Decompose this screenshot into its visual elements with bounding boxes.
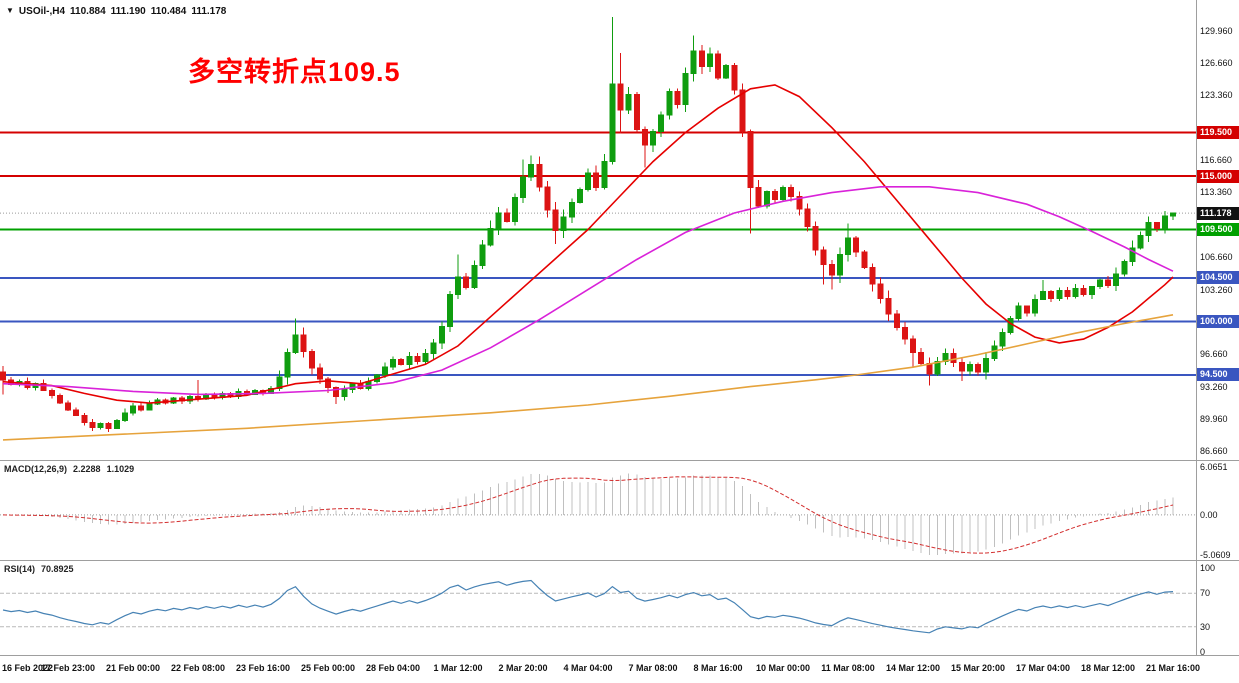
time-axis-label: 8 Mar 16:00 — [693, 663, 743, 673]
price-axis-label: 126.660 — [1200, 58, 1233, 68]
price-axis-label: 116.660 — [1200, 155, 1232, 165]
macd-axis-label: -5.0609 — [1200, 549, 1231, 560]
pane-separator-macd[interactable] — [0, 460, 1239, 461]
time-axis-label: 17 Mar 04:00 — [1015, 663, 1071, 673]
rsi-axis-label: 70 — [1200, 588, 1211, 599]
time-axis-label: 11 Mar 08:00 — [821, 663, 875, 673]
time-axis-label: 18 Mar 12:00 — [1080, 663, 1136, 673]
ohlc-open-value: 110.884 — [70, 6, 106, 17]
price-axis-label: 113.360 — [1200, 187, 1232, 198]
time-axis-label: 17 Feb 23:00 — [40, 663, 96, 673]
price-tag-115.000: 115.000 — [1197, 169, 1239, 183]
ohlc-high-value: 111.190 — [110, 6, 146, 17]
rsi-line — [2, 579, 1174, 634]
price-annotation[interactable]: 多空转折点109.5 — [188, 57, 401, 87]
macd-label: MACD(12,26,9) — [4, 464, 68, 474]
ma-fast-red — [2, 84, 1174, 404]
price-axis-label: 93.260 — [1200, 381, 1228, 392]
macd-signal-line — [2, 476, 1174, 554]
time-axis-label: 4 Mar 04:00 — [563, 663, 613, 673]
time-axis-label: 16 Feb 2022 — [2, 663, 54, 673]
ma-mid-magenta — [2, 186, 1174, 396]
macd-axis-label: 6.0651 — [1200, 462, 1228, 472]
macd-indicator-header: MACD(12,26,9) 2.2288 1.1029 — [4, 464, 140, 474]
time-axis-label: 28 Feb 04:00 — [365, 663, 421, 673]
ma-slow-orange — [2, 314, 1174, 441]
symbol-dropdown-icon[interactable]: ▼ — [6, 6, 14, 15]
price-tag-94.500: 94.500 — [1197, 368, 1239, 382]
price-scale[interactable]: 129.960 126.660 123.360 116.660 113.360 106.6… — [1197, 0, 1239, 657]
rsi-indicator-header: RSI(14) 70.8925 — [4, 564, 80, 574]
rsi-axis-label: 100 — [1200, 563, 1216, 573]
ohlc-low-value: 110.484 — [150, 6, 187, 17]
time-axis-label: 22 Feb 08:00 — [170, 663, 226, 673]
price-axis-label: 106.660 — [1200, 252, 1233, 262]
price-tag-100.000: 100.000 — [1197, 315, 1239, 329]
macd-main-value: 2.2288 — [73, 464, 101, 474]
price-axis-label: 86.660 — [1200, 446, 1228, 456]
macd-histogram — [10, 473, 1174, 555]
candles — [0, 17, 1176, 433]
time-axis-label: 23 Feb 16:00 — [235, 663, 291, 673]
time-axis[interactable]: 16 Feb 2022 17 Feb 23:00 21 Feb 00:00 22 Fe… — [0, 656, 1239, 683]
time-axis-label: 1 Mar 12:00 — [433, 663, 483, 673]
time-axis-label: 25 Feb 00:00 — [300, 663, 356, 673]
chart-ohlc-header: ▼ USOil-,H4 110.884 111.190 110.484 111.178 — [6, 6, 231, 17]
time-axis-label: 15 Mar 20:00 — [950, 663, 1006, 673]
price-axis-label: 123.360 — [1200, 90, 1233, 101]
price-tag-109.500: 109.500 — [1197, 222, 1239, 236]
pane-separator-rsi[interactable] — [0, 560, 1239, 561]
time-axis-label: 2 Mar 20:00 — [498, 663, 548, 673]
time-axis-label: 14 Mar 12:00 — [885, 663, 941, 673]
price-tag-104.500: 104.500 — [1197, 271, 1239, 285]
price-axis-label: 96.660 — [1200, 349, 1228, 359]
price-axis-label: 129.960 — [1200, 26, 1233, 36]
ohlc-close-value: 111.178 — [191, 6, 227, 17]
price-tag-119.500: 119.500 — [1197, 125, 1239, 139]
rsi-value: 70.8925 — [41, 564, 74, 574]
rsi-axis-label: 0 — [1200, 647, 1206, 657]
current-price-tag: 111.178 — [1197, 206, 1239, 220]
time-axis-label: 10 Mar 00:00 — [755, 663, 811, 673]
symbol-timeframe-label: USOil-,H4 — [18, 6, 66, 17]
price-scale-separator — [1196, 0, 1197, 656]
price-axis-label: 103.260 — [1200, 284, 1233, 295]
time-axis-label: 21 Feb 00:00 — [105, 663, 161, 673]
macd-axis-label: 0.00 — [1200, 509, 1218, 520]
price-axis-label: 89.960 — [1200, 413, 1228, 424]
rsi-label: RSI(14) — [4, 564, 36, 574]
time-axis-label: 7 Mar 08:00 — [628, 663, 678, 673]
pane-separator-timeaxis — [0, 655, 1239, 656]
macd-signal-value: 1.1029 — [106, 464, 135, 474]
time-axis-label: 21 Mar 16:00 — [1145, 663, 1201, 673]
rsi-axis-label: 30 — [1200, 621, 1211, 632]
